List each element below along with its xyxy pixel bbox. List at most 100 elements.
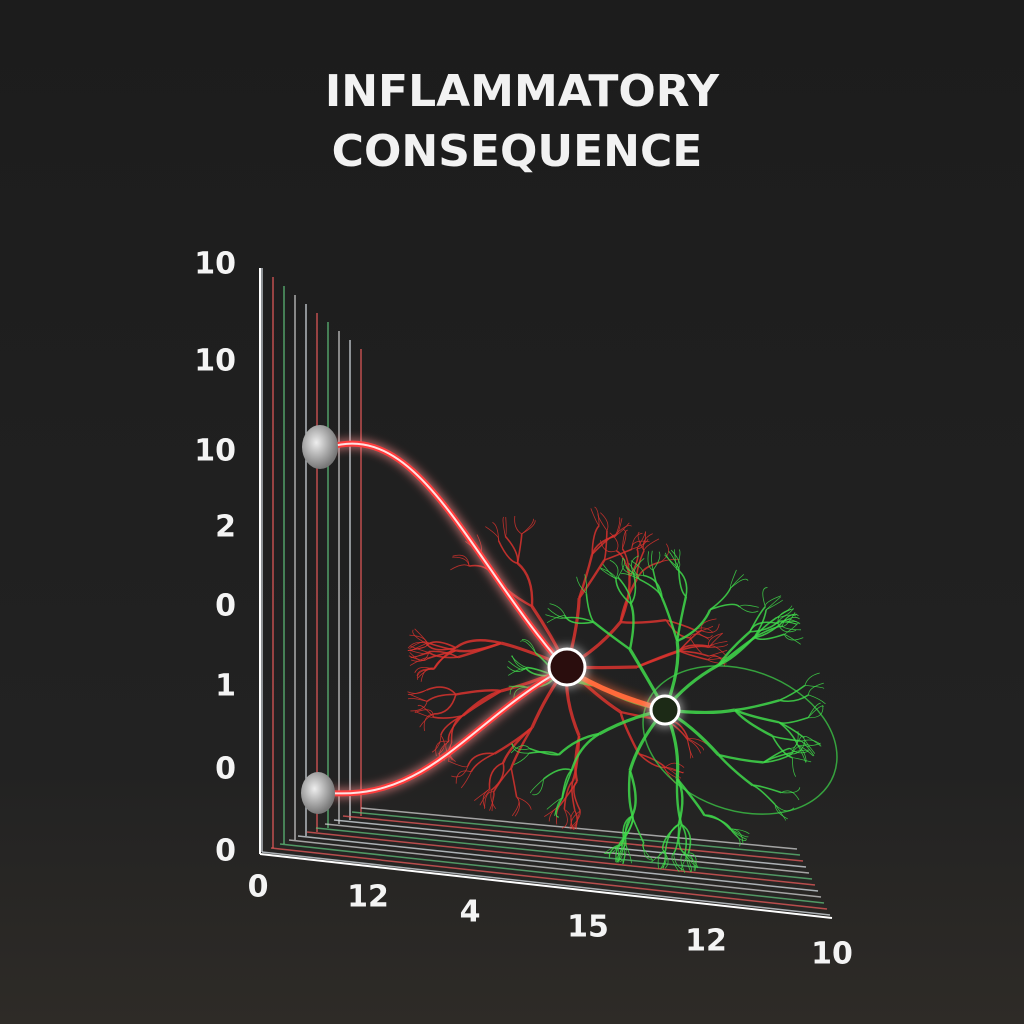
branch xyxy=(754,616,778,638)
branch xyxy=(563,780,574,810)
branch xyxy=(779,684,806,702)
branch xyxy=(687,739,702,754)
branch xyxy=(488,762,504,790)
y-axis-label: 1 xyxy=(215,669,236,704)
branch xyxy=(673,853,684,871)
branch xyxy=(762,587,768,607)
floor-line xyxy=(297,835,819,892)
branch xyxy=(449,760,469,768)
branch xyxy=(776,608,794,618)
branch xyxy=(765,599,784,611)
branch xyxy=(671,853,680,873)
branch xyxy=(730,574,745,589)
branch xyxy=(662,848,666,869)
branch xyxy=(409,652,429,661)
branch xyxy=(643,843,653,861)
branch xyxy=(609,559,619,579)
branch xyxy=(792,757,812,763)
branch xyxy=(752,784,782,794)
branch xyxy=(754,625,783,638)
branch xyxy=(730,578,749,589)
branch xyxy=(689,633,710,640)
branch xyxy=(473,788,490,802)
branch xyxy=(479,789,492,806)
branch xyxy=(492,521,499,541)
branch xyxy=(621,815,633,845)
branch xyxy=(665,619,695,631)
y-axis-label: 10 xyxy=(194,247,236,282)
branch xyxy=(679,645,710,652)
branch xyxy=(781,790,800,801)
branch xyxy=(688,852,697,872)
branch xyxy=(777,620,798,624)
branch xyxy=(514,796,520,817)
branch xyxy=(417,704,434,718)
branch xyxy=(423,713,434,731)
branch xyxy=(521,639,537,654)
branch xyxy=(652,551,661,571)
branch xyxy=(664,552,677,569)
y-axis-label: 10 xyxy=(194,344,236,379)
branch xyxy=(628,603,635,650)
x-axis-label: 15 xyxy=(567,910,609,945)
branch xyxy=(591,525,600,555)
connection-core xyxy=(329,442,566,795)
node xyxy=(301,772,335,814)
branch xyxy=(578,559,606,599)
branch xyxy=(599,567,617,579)
branch xyxy=(543,768,573,780)
branch xyxy=(739,604,759,608)
branch xyxy=(407,689,427,695)
branch xyxy=(763,747,790,764)
branch xyxy=(417,667,435,679)
branch xyxy=(529,750,560,756)
branch xyxy=(660,543,670,563)
floor-line xyxy=(288,839,822,898)
branch xyxy=(642,533,653,551)
branch xyxy=(450,564,470,571)
x-axis-label: 0 xyxy=(248,870,269,905)
branch xyxy=(409,649,430,655)
branch xyxy=(717,630,751,666)
branch xyxy=(561,769,573,799)
branch xyxy=(680,823,692,854)
branch xyxy=(779,694,809,703)
branch xyxy=(637,531,645,551)
branch xyxy=(778,721,805,739)
branch xyxy=(532,778,544,796)
branch xyxy=(585,593,595,623)
branch xyxy=(555,797,563,818)
branch xyxy=(617,844,625,863)
branch xyxy=(609,532,619,552)
branch xyxy=(435,740,449,757)
branch xyxy=(763,753,793,764)
branch xyxy=(622,815,633,845)
branch xyxy=(707,659,727,665)
branch xyxy=(680,853,686,873)
branch xyxy=(687,739,691,759)
branch xyxy=(783,634,804,641)
branch xyxy=(622,529,628,549)
branch xyxy=(409,657,429,666)
branch xyxy=(621,558,634,575)
branch xyxy=(564,614,594,625)
branch xyxy=(452,554,470,567)
branch xyxy=(676,609,712,643)
branch xyxy=(521,518,534,535)
branch xyxy=(407,645,427,651)
branch xyxy=(433,694,457,715)
branch xyxy=(514,515,522,535)
branch xyxy=(717,636,756,666)
node xyxy=(649,694,681,726)
branch xyxy=(661,823,680,850)
branch xyxy=(781,626,801,631)
branch xyxy=(717,754,754,787)
branch xyxy=(801,740,815,756)
branch xyxy=(791,749,811,754)
branch xyxy=(530,778,544,794)
branch xyxy=(570,810,578,830)
branch xyxy=(627,770,634,817)
x-axis-label: 12 xyxy=(685,924,727,959)
branch xyxy=(513,752,530,765)
branch xyxy=(489,791,495,811)
